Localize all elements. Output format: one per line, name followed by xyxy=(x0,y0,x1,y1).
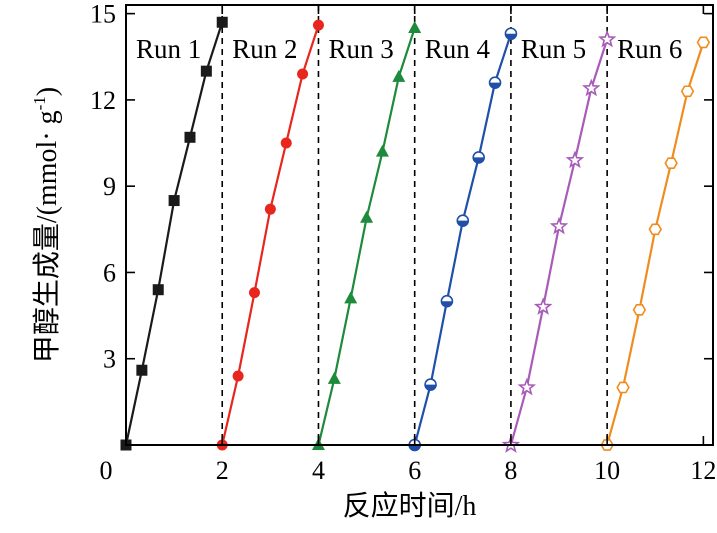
series-2 xyxy=(216,19,324,451)
data-point-triangle xyxy=(360,210,374,223)
series-5 xyxy=(501,29,617,453)
axes: 0 2 4 6 8 10 12 3 6 9 12 15 xyxy=(90,0,716,485)
data-point-circle xyxy=(312,19,324,31)
data-point-half-circle xyxy=(440,294,454,308)
data-point-half-circle xyxy=(472,151,485,164)
series-4 xyxy=(408,27,518,452)
data-point-half-circle-fill xyxy=(425,384,437,391)
x-tick-label: 10 xyxy=(594,456,620,485)
data-point-circle xyxy=(297,68,309,80)
x-tick-label: 12 xyxy=(690,456,716,485)
data-point-triangle xyxy=(408,21,422,34)
data-point-circle xyxy=(248,287,260,299)
data-point-half-circle-fill xyxy=(457,220,469,227)
series-line xyxy=(124,21,224,446)
plot-area: Run 1 Run 2 Run 3 Run 4 Run 5 Run 6 xyxy=(120,5,711,453)
run-label: Run 1 xyxy=(136,34,201,64)
data-point-hexagon xyxy=(632,304,647,316)
plot-frame xyxy=(125,4,714,446)
x-tick-label: 8 xyxy=(504,456,517,485)
run-label: Run 2 xyxy=(232,34,297,64)
data-point-square xyxy=(200,65,212,77)
x-tick-label: 4 xyxy=(312,456,325,485)
data-point-hexagon xyxy=(664,157,678,169)
data-point-half-circle-fill xyxy=(441,301,453,307)
y-axis-title: 甲醇生成量/(mmol· g-1) xyxy=(30,87,63,363)
x-axis-title: 反应时间/h xyxy=(343,490,477,522)
x-tick-label: 2 xyxy=(216,456,229,485)
y-tick-label: 15 xyxy=(90,0,116,29)
run-label: Run 5 xyxy=(521,34,586,64)
x-tick-label: 6 xyxy=(408,456,421,485)
y-tick-label: 6 xyxy=(103,258,116,287)
data-point-half-circle xyxy=(456,214,470,227)
run-label: Run 6 xyxy=(617,34,682,64)
data-point-square xyxy=(168,195,180,207)
data-point-hexagon xyxy=(616,381,630,394)
data-point-star xyxy=(517,377,537,396)
data-point-half-circle-fill xyxy=(505,33,517,40)
data-point-star xyxy=(533,297,553,315)
data-point-star xyxy=(549,216,569,235)
data-point-square xyxy=(216,16,228,28)
data-point-triangle xyxy=(375,144,389,157)
data-point-star xyxy=(565,150,585,169)
data-point-half-circle-fill xyxy=(473,157,485,163)
y-tick-label: 9 xyxy=(103,172,116,201)
data-point-square xyxy=(152,284,164,296)
run-label: Run 3 xyxy=(328,34,393,64)
data-point-triangle xyxy=(392,69,406,82)
data-point-circle xyxy=(280,137,292,149)
y-tick-label: 12 xyxy=(90,86,116,115)
data-point-hexagon xyxy=(648,223,662,236)
data-point-circle xyxy=(232,370,244,382)
data-point-half-circle xyxy=(424,378,437,391)
data-point-circle xyxy=(264,203,276,215)
data-point-hexagon xyxy=(680,85,695,98)
data-point-square xyxy=(136,364,148,376)
series-1 xyxy=(120,16,228,451)
data-point-triangle xyxy=(327,371,341,384)
y-tick-label: 3 xyxy=(103,345,116,374)
data-point-square xyxy=(184,131,196,143)
data-point-star xyxy=(582,78,601,97)
data-point-half-circle xyxy=(504,27,518,41)
data-point-hexagon xyxy=(696,36,711,49)
data-point-triangle xyxy=(344,291,358,304)
y-axis-title-tail: ) xyxy=(32,87,63,96)
series-line xyxy=(221,24,320,446)
run-label: Run 4 xyxy=(425,34,491,64)
data-point-half-circle-fill xyxy=(409,445,421,451)
series-3 xyxy=(311,21,422,450)
y-axis-title-superscript: -1 xyxy=(30,96,49,110)
x-tick-label: 0 xyxy=(100,456,113,485)
data-point-half-circle-fill xyxy=(489,82,501,89)
series-6 xyxy=(600,36,711,451)
y-axis-title-main: 甲醇生成量/(mmol· g xyxy=(31,110,63,363)
data-point-star xyxy=(597,29,617,48)
data-point-half-circle xyxy=(488,76,502,89)
